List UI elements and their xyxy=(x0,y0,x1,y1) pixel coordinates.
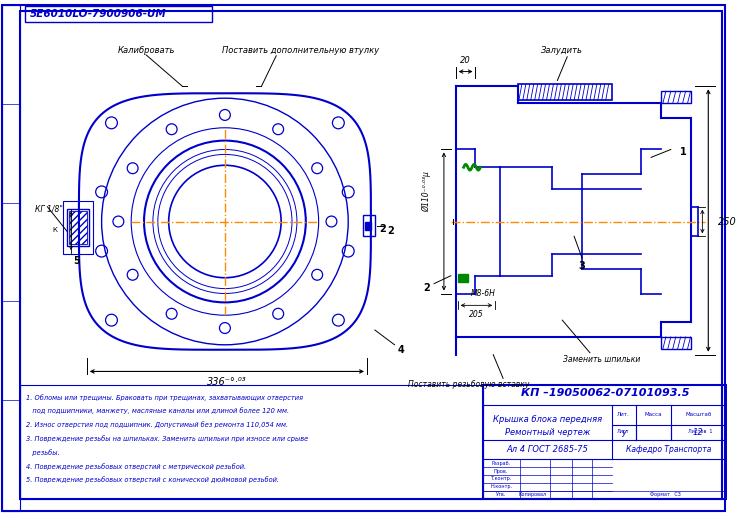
Text: 2: 2 xyxy=(387,227,394,236)
Text: 5. Повреждение резьбовых отверстий с конической дюймовой резьбой.: 5. Повреждение резьбовых отверстий с кон… xyxy=(26,477,279,483)
Text: 12: 12 xyxy=(693,428,704,437)
Text: 1: 1 xyxy=(680,148,687,157)
Text: Лист: Лист xyxy=(617,429,629,434)
Bar xyxy=(661,337,691,349)
Text: 3. Повреждение резьбы на шпильках. Заменить шпильки при износе или срыве: 3. Повреждение резьбы на шпильках. Замен… xyxy=(26,435,308,442)
Text: Лит.: Лит. xyxy=(617,412,630,417)
Bar xyxy=(458,274,467,282)
Text: 1. Обломы или трещины. Браковать при трещинах, захватывающих отверстия: 1. Обломы или трещины. Браковать при тре… xyxy=(26,394,303,400)
Text: 2: 2 xyxy=(423,283,430,293)
Text: 2. Износ отверстия под подшипник. Допустимый без ремонта 110,054 мм.: 2. Износ отверстия под подшипник. Допуст… xyxy=(26,421,287,428)
Text: Заменить шпильки: Заменить шпильки xyxy=(563,355,640,364)
Text: 5: 5 xyxy=(74,256,80,266)
Text: под подшипники, манжету, масляные каналы или длиной более 120 мм.: под подшипники, манжету, масляные каналы… xyxy=(26,408,289,414)
Bar xyxy=(518,85,612,100)
Text: 20: 20 xyxy=(460,56,471,64)
Text: 2: 2 xyxy=(380,224,386,234)
Text: Крышка блока передняя: Крышка блока передняя xyxy=(493,415,602,424)
Bar xyxy=(483,385,727,498)
Text: Поставить резьбовую вставку: Поставить резьбовую вставку xyxy=(408,380,529,389)
Text: Листов  1: Листов 1 xyxy=(688,429,713,434)
Text: Калибровать: Калибровать xyxy=(117,46,175,55)
Text: Н.контр.: Н.контр. xyxy=(490,485,512,489)
Text: Формат   С3: Формат С3 xyxy=(651,492,681,497)
Text: у: у xyxy=(621,428,626,437)
Text: 5E6010LO-7900906-UM: 5E6010LO-7900906-UM xyxy=(29,9,167,19)
Text: КГ 1/8": КГ 1/8" xyxy=(35,204,63,213)
Text: 3: 3 xyxy=(579,261,585,271)
Text: Т.контр.: Т.контр. xyxy=(491,476,511,481)
Text: М8-6Н: М8-6Н xyxy=(471,289,496,298)
Text: Масштаб: Масштаб xyxy=(685,412,712,417)
Text: резьбы.: резьбы. xyxy=(26,449,59,456)
Bar xyxy=(67,208,88,246)
Bar xyxy=(69,211,87,244)
Text: 4: 4 xyxy=(397,345,404,354)
Bar xyxy=(24,7,212,22)
Bar xyxy=(63,201,93,254)
Text: Залудить: Залудить xyxy=(542,46,583,55)
Text: Ремонтный чертеж: Ремонтный чертеж xyxy=(505,428,590,437)
Text: 205: 205 xyxy=(469,310,483,319)
Text: 4. Повреждение резьбовых отверстий с метрической резьбой.: 4. Повреждение резьбовых отверстий с мет… xyxy=(26,463,245,470)
Text: Поставить дополнительную втулку: Поставить дополнительную втулку xyxy=(223,46,380,55)
Text: КП –19050062-07101093.5: КП –19050062-07101093.5 xyxy=(521,388,689,398)
Text: 336⁻°·⁰³: 336⁻°·⁰³ xyxy=(207,377,247,388)
Bar xyxy=(20,385,483,498)
Bar xyxy=(661,91,691,103)
Bar xyxy=(2,6,20,510)
Text: Копировал: Копировал xyxy=(519,492,547,497)
Text: Масса: Масса xyxy=(644,412,662,417)
Bar xyxy=(365,222,371,230)
Bar xyxy=(363,215,375,236)
Text: Ø110⁻⁰·⁰³µ: Ø110⁻⁰·⁰³µ xyxy=(422,171,432,213)
Text: Утв.: Утв. xyxy=(496,492,506,497)
Text: Разраб.: Разраб. xyxy=(492,461,511,465)
Text: 250: 250 xyxy=(718,217,737,227)
Text: Пров.: Пров. xyxy=(494,469,509,474)
Text: К: К xyxy=(53,228,57,233)
Text: Кафедро Транспорта: Кафедро Транспорта xyxy=(626,445,711,454)
Text: Ал 4 ГОСТ 2685-75: Ал 4 ГОСТ 2685-75 xyxy=(506,445,588,454)
